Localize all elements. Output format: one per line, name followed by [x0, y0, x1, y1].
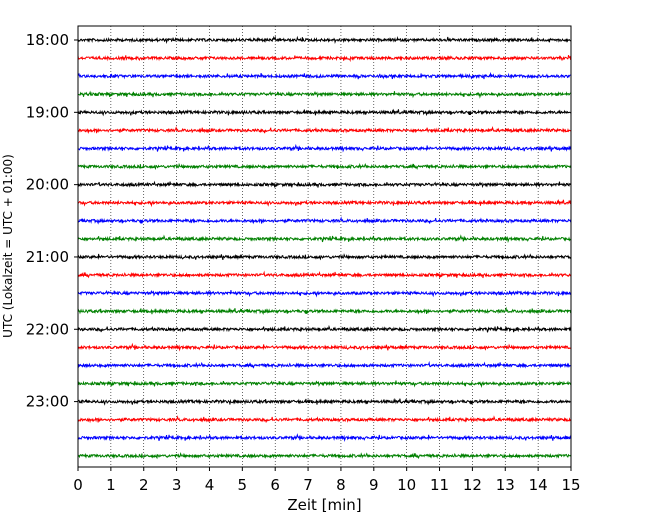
- trace-1815: [77, 54, 572, 63]
- trace-2145: [77, 306, 572, 316]
- trace-2215: [77, 342, 572, 352]
- trace-2345: [77, 452, 572, 460]
- trace-2230: [77, 360, 572, 369]
- x-tick-label-11: 11: [430, 476, 449, 494]
- trace-1845: [77, 90, 572, 99]
- y-tick-label-2100: 21:00: [26, 248, 69, 266]
- y-tick-label-1800: 18:00: [26, 31, 69, 49]
- trace-2030: [77, 216, 572, 225]
- x-axis-label: Zeit [min]: [287, 496, 361, 514]
- y-tick-label-1900: 19:00: [26, 103, 69, 121]
- x-tick-label-2: 2: [139, 476, 149, 494]
- x-tick-label-13: 13: [496, 476, 515, 494]
- x-tick-label-10: 10: [397, 476, 416, 494]
- x-tick-label-14: 14: [529, 476, 548, 494]
- x-tick-label-9: 9: [369, 476, 379, 494]
- trace-2300: [77, 397, 572, 406]
- x-tick-label-4: 4: [205, 476, 215, 494]
- x-axis: 0 1 2 3 4 5 6 7 8 9 10 11 12 13 14 15: [73, 467, 581, 494]
- trace-layer: [77, 35, 572, 460]
- x-tick-label-5: 5: [238, 476, 248, 494]
- trace-2245: [77, 380, 572, 389]
- trace-1930: [77, 143, 572, 153]
- x-tick-label-1: 1: [106, 476, 116, 494]
- trace-1830: [77, 71, 572, 80]
- x-tick-label-15: 15: [561, 476, 580, 494]
- trace-2100: [77, 253, 572, 261]
- trace-1800: [77, 35, 572, 44]
- x-tick-label-12: 12: [463, 476, 482, 494]
- trace-2330: [77, 433, 572, 442]
- trace-2000: [77, 180, 572, 189]
- x-tick-label-8: 8: [336, 476, 346, 494]
- x-tick-label-3: 3: [172, 476, 182, 494]
- x-tick-label-7: 7: [303, 476, 313, 494]
- trace-2015: [77, 199, 572, 208]
- y-axis: 18:00 19:00 20:00 21:00 22:00 23:00: [26, 31, 78, 411]
- trace-2045: [77, 234, 572, 244]
- y-tick-label-2200: 22:00: [26, 320, 69, 338]
- plot-frame: [77, 25, 572, 468]
- y-axis-label: UTC (Lokalzeit = UTC + 01:00): [1, 154, 15, 338]
- trace-1915: [77, 125, 572, 134]
- trace-1900: [77, 108, 572, 117]
- x-tick-label-6: 6: [270, 476, 280, 494]
- trace-1945: [77, 162, 572, 170]
- trace-2200: [77, 324, 572, 333]
- trace-2315: [77, 415, 572, 424]
- x-tick-label-0: 0: [73, 476, 83, 494]
- y-tick-label-2300: 23:00: [26, 393, 69, 411]
- trace-2130: [77, 289, 572, 298]
- y-tick-label-2000: 20:00: [26, 176, 69, 194]
- trace-2115: [77, 270, 572, 279]
